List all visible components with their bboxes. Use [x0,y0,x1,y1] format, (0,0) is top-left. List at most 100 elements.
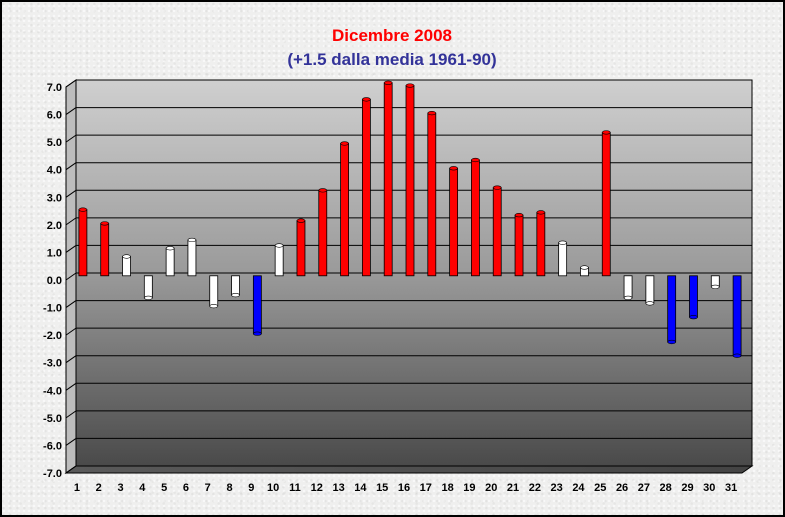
gridline-depth [65,272,77,281]
bar-cap [340,141,349,146]
bar-cap [78,207,88,212]
bar-cap [253,331,262,336]
bar-cap [318,188,328,193]
x-tick-label: 19 [463,482,475,494]
bar-cap [231,293,240,298]
y-tick-label: 3.0 [47,192,62,204]
x-tick-label: 10 [267,482,279,494]
bar-cap [536,210,546,215]
chart-subtitle: (+1.5 dalla media 1961-90) [287,50,496,69]
bar [100,223,110,277]
bar-cap [209,304,219,309]
x-tick-label: 9 [248,482,254,494]
x-tick-label: 29 [681,482,693,494]
x-tick-label: 25 [594,482,606,494]
bar [427,112,437,277]
bar-cap [580,265,589,270]
x-tick-label: 17 [420,482,432,494]
gridline-depth [65,355,77,364]
bar-cap [274,243,284,248]
bar-cap [471,157,480,163]
bar [340,143,349,277]
x-tick-label: 5 [161,482,167,494]
y-tick-label: 1.0 [47,247,62,259]
bar [645,275,655,304]
bar [122,256,131,277]
bar [667,275,677,343]
x-tick-label: 15 [376,482,388,494]
bar-cap [100,221,110,226]
bar-cap [187,237,197,243]
bar-cap [732,353,742,358]
y-tick-label: 5.0 [47,137,62,149]
bar-cap [514,213,524,218]
x-tick-label: 12 [311,482,323,494]
bar-cap [362,97,371,102]
x-tick-label: 31 [725,482,737,494]
x-tick-label: 2 [96,482,102,494]
gridline-depth [65,438,77,446]
x-tick-label: 14 [354,482,367,494]
x-tick-label: 11 [289,482,301,494]
bar [361,98,371,277]
bar-cap [710,284,720,289]
bar-cap [383,80,393,85]
bar [209,275,219,307]
bar [383,82,393,277]
bar-cap [558,240,567,245]
bar [165,247,175,277]
y-tick-label: 6.0 [47,110,62,122]
bar-cap [645,301,655,306]
bar [536,211,546,277]
x-tick-label: 8 [226,482,232,494]
x-tick-label: 23 [551,482,563,494]
y-tick-label: 2.0 [47,220,62,232]
bar-cap [492,185,502,190]
bar [143,275,153,299]
x-tick-label: 4 [139,482,146,494]
y-tick-label: 4.0 [47,165,62,177]
x-tick-label: 16 [398,482,410,494]
bar [689,275,698,318]
x-tick-label: 30 [703,482,715,494]
gridline-depth [65,245,77,253]
bar [471,159,480,277]
bar [78,209,88,277]
plot-floor [64,465,754,474]
x-tick-label: 18 [441,482,453,494]
gridline-depth [65,465,77,474]
bar [252,275,262,335]
bar-cap [667,339,676,345]
bar-cap [601,130,611,135]
bar [732,275,742,357]
y-tick-label: 0.0 [47,275,62,287]
bar [296,220,306,277]
gridline-depth [65,410,77,419]
x-tick-label: 27 [638,482,650,494]
gridline-depth [65,327,77,336]
y-tick-label: -7.0 [43,468,62,480]
x-tick-label: 21 [507,482,519,494]
plot-area: 7.0 6.0 5.0 4.0 3.0 2.0 1.0 0.0 -1.0 -2.0 -3.0 -4.0… [43,79,754,494]
bar-cap [405,83,415,88]
gridline-depth [65,382,77,391]
gridline-depth [65,217,77,226]
bar [405,85,415,277]
x-tick-label: 22 [529,482,541,494]
bar [623,275,633,299]
bar-cap [427,111,437,116]
x-tick-label: 7 [205,482,211,494]
y-tick-label: -3.0 [43,358,62,370]
x-tick-label: 13 [332,482,344,494]
bar [492,187,502,277]
gridline-depth [65,300,77,308]
bar [274,245,284,277]
x-tick-label: 1 [74,482,80,494]
bar [231,275,240,296]
bar [558,242,568,277]
x-tick-label: 24 [572,482,585,494]
bar [601,132,611,277]
gridline-depth [65,134,77,143]
y-tick-label: -5.0 [43,413,62,425]
